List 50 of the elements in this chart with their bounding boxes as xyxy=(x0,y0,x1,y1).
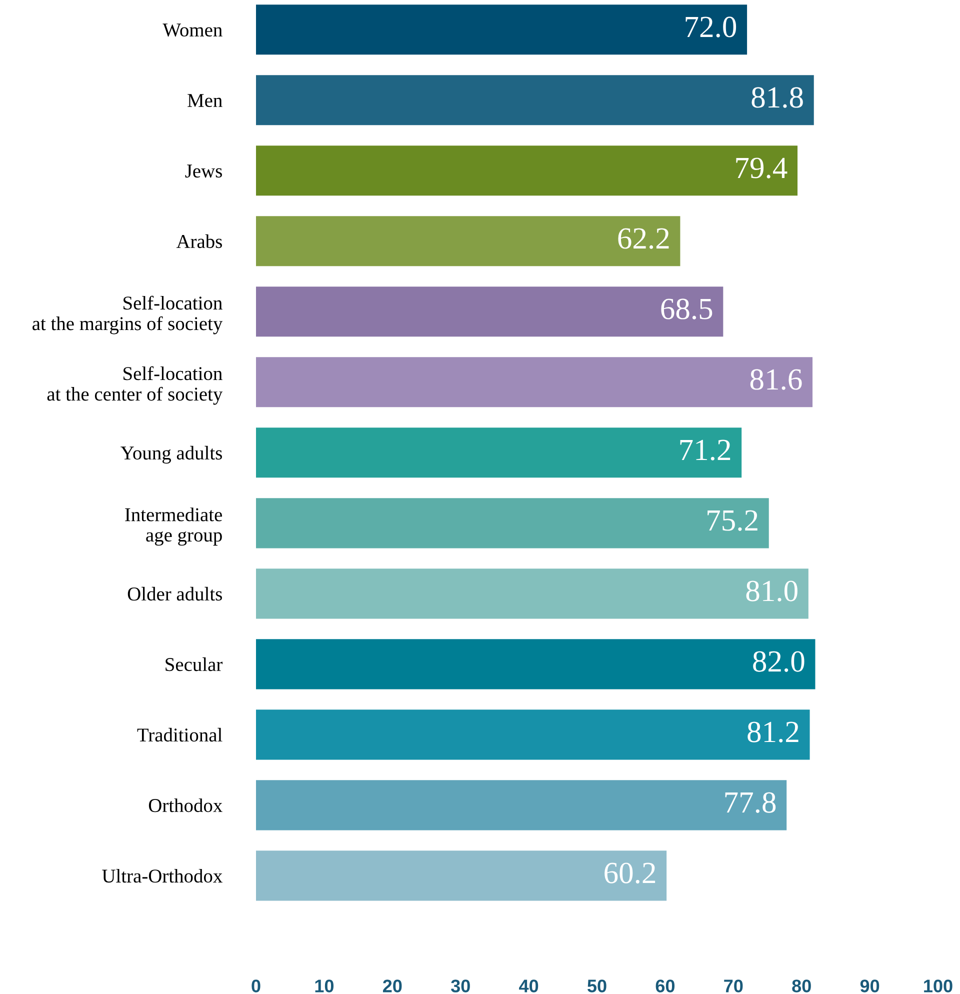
x-tick-label: 20 xyxy=(382,980,402,992)
bar xyxy=(256,146,798,196)
data-label: 71.2 xyxy=(680,440,730,460)
y-tick-label: Intermediate age group xyxy=(125,508,222,546)
bar xyxy=(256,639,816,690)
data-label: 72.0 xyxy=(686,16,736,38)
y-tick-label: Men xyxy=(188,94,222,108)
x-tick-label: 50 xyxy=(588,980,606,992)
x-tick-label: 70 xyxy=(724,980,743,992)
bar xyxy=(256,4,748,55)
data-label: 62.2 xyxy=(618,228,669,249)
data-label: 81.2 xyxy=(748,722,798,742)
data-label: 60.2 xyxy=(604,862,656,884)
data-label: 77.8 xyxy=(725,792,776,813)
bar xyxy=(256,568,808,619)
y-tick-label: Orthodox xyxy=(148,798,222,812)
bar xyxy=(256,357,813,408)
x-tick-label: 30 xyxy=(450,980,470,992)
y-tick-label: Women xyxy=(162,24,222,37)
y-tick-label: Self-location at the center of society xyxy=(47,366,223,405)
data-label: 81.8 xyxy=(752,87,803,108)
data-label: 79.4 xyxy=(736,158,788,178)
y-tick-label: Traditional xyxy=(137,728,222,742)
y-tick-label: Arabs xyxy=(176,234,222,248)
y-tick-label: Older adults xyxy=(128,586,222,601)
x-tick-label: 100 xyxy=(924,980,952,992)
data-label: 81.0 xyxy=(746,580,798,602)
y-tick-label: Jews xyxy=(185,164,222,178)
y-tick-label: Ultra-Orthodox xyxy=(102,868,222,883)
bar xyxy=(256,428,742,478)
bar xyxy=(256,216,680,266)
data-label: 82.0 xyxy=(753,651,804,672)
x-tick-label: 40 xyxy=(519,980,538,992)
y-tick-label: Young adults xyxy=(120,446,222,464)
bar xyxy=(256,498,769,548)
y-tick-label: Self-location at the margins of society xyxy=(32,296,223,334)
x-tick-label: 90 xyxy=(860,980,880,992)
y-tick-label: Secular xyxy=(166,657,222,672)
x-tick-label: 60 xyxy=(656,980,674,992)
x-tick-label: 0 xyxy=(252,980,260,992)
bar xyxy=(256,286,724,337)
data-label: 75.2 xyxy=(708,510,758,531)
data-label: 68.5 xyxy=(661,298,712,320)
bar xyxy=(256,710,810,760)
x-tick-label: 80 xyxy=(792,980,811,992)
bar xyxy=(256,75,814,126)
x-tick-label: 10 xyxy=(315,980,334,992)
bar xyxy=(256,850,667,901)
bar xyxy=(256,780,787,830)
data-label: 81.6 xyxy=(750,369,802,390)
